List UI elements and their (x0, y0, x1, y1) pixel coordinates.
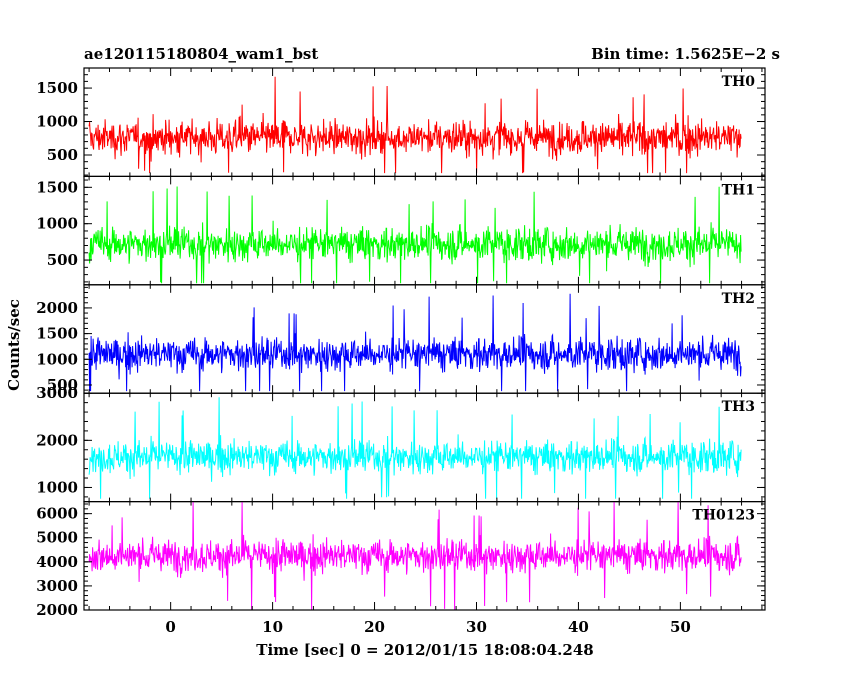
panel-frame-th2 (83, 284, 766, 394)
y-tick-label: 2000 (36, 299, 78, 317)
panel-frame-th0123 (83, 501, 766, 611)
x-tick-label: 20 (364, 618, 385, 636)
y-tick-label: 1000 (36, 215, 78, 233)
x-tick-label: 10 (262, 618, 283, 636)
y-tick-label: 4000 (36, 553, 78, 571)
y-tick-label: 1500 (36, 325, 78, 343)
y-tick-label: 2000 (36, 601, 78, 619)
trace-th3 (88, 397, 742, 499)
y-tick-label: 3000 (36, 384, 78, 402)
y-axis-label: Counts/sec (5, 299, 23, 391)
y-tick-label: 1000 (36, 350, 78, 368)
chart-title: ae120115180804_wam1_bst (84, 45, 318, 63)
x-axis-label: Time [sec] 0 = 2012/01/15 18:08:04.248 (256, 641, 593, 659)
y-tick-label: 500 (47, 376, 78, 394)
y-tick-label: 1500 (36, 79, 78, 97)
x-tick-label: 40 (568, 618, 589, 636)
y-tick-label: 2000 (36, 431, 78, 449)
panel-label-th2: TH2 (722, 291, 755, 307)
y-tick-label: 5000 (36, 529, 78, 547)
y-tick-label: 1500 (36, 178, 78, 196)
panel-label-th3: TH3 (722, 399, 755, 415)
panel-frame-th0 (83, 67, 766, 178)
trace-th2 (88, 293, 742, 392)
y-tick-label: 1000 (36, 478, 78, 496)
panel-label-th0: TH0 (722, 74, 756, 90)
trace-th1 (88, 186, 742, 284)
trace-th0 (88, 76, 742, 174)
trace-th0123 (88, 501, 742, 611)
y-tick-label: 6000 (36, 505, 78, 523)
x-tick-label: 30 (466, 618, 487, 636)
x-tick-label: 0 (165, 618, 175, 636)
panel-frame-th1 (83, 175, 766, 286)
panel-label-th0123: TH0123 (692, 508, 755, 524)
bin-time-label: Bin time: 1.5625E−2 s (591, 45, 780, 63)
y-tick-label: 1000 (36, 113, 78, 131)
y-tick-label: 500 (47, 146, 78, 164)
x-tick-label: 50 (670, 618, 691, 636)
panel-label-th1: TH1 (722, 182, 755, 198)
y-tick-label: 3000 (36, 577, 78, 595)
y-tick-label: 500 (47, 251, 78, 269)
